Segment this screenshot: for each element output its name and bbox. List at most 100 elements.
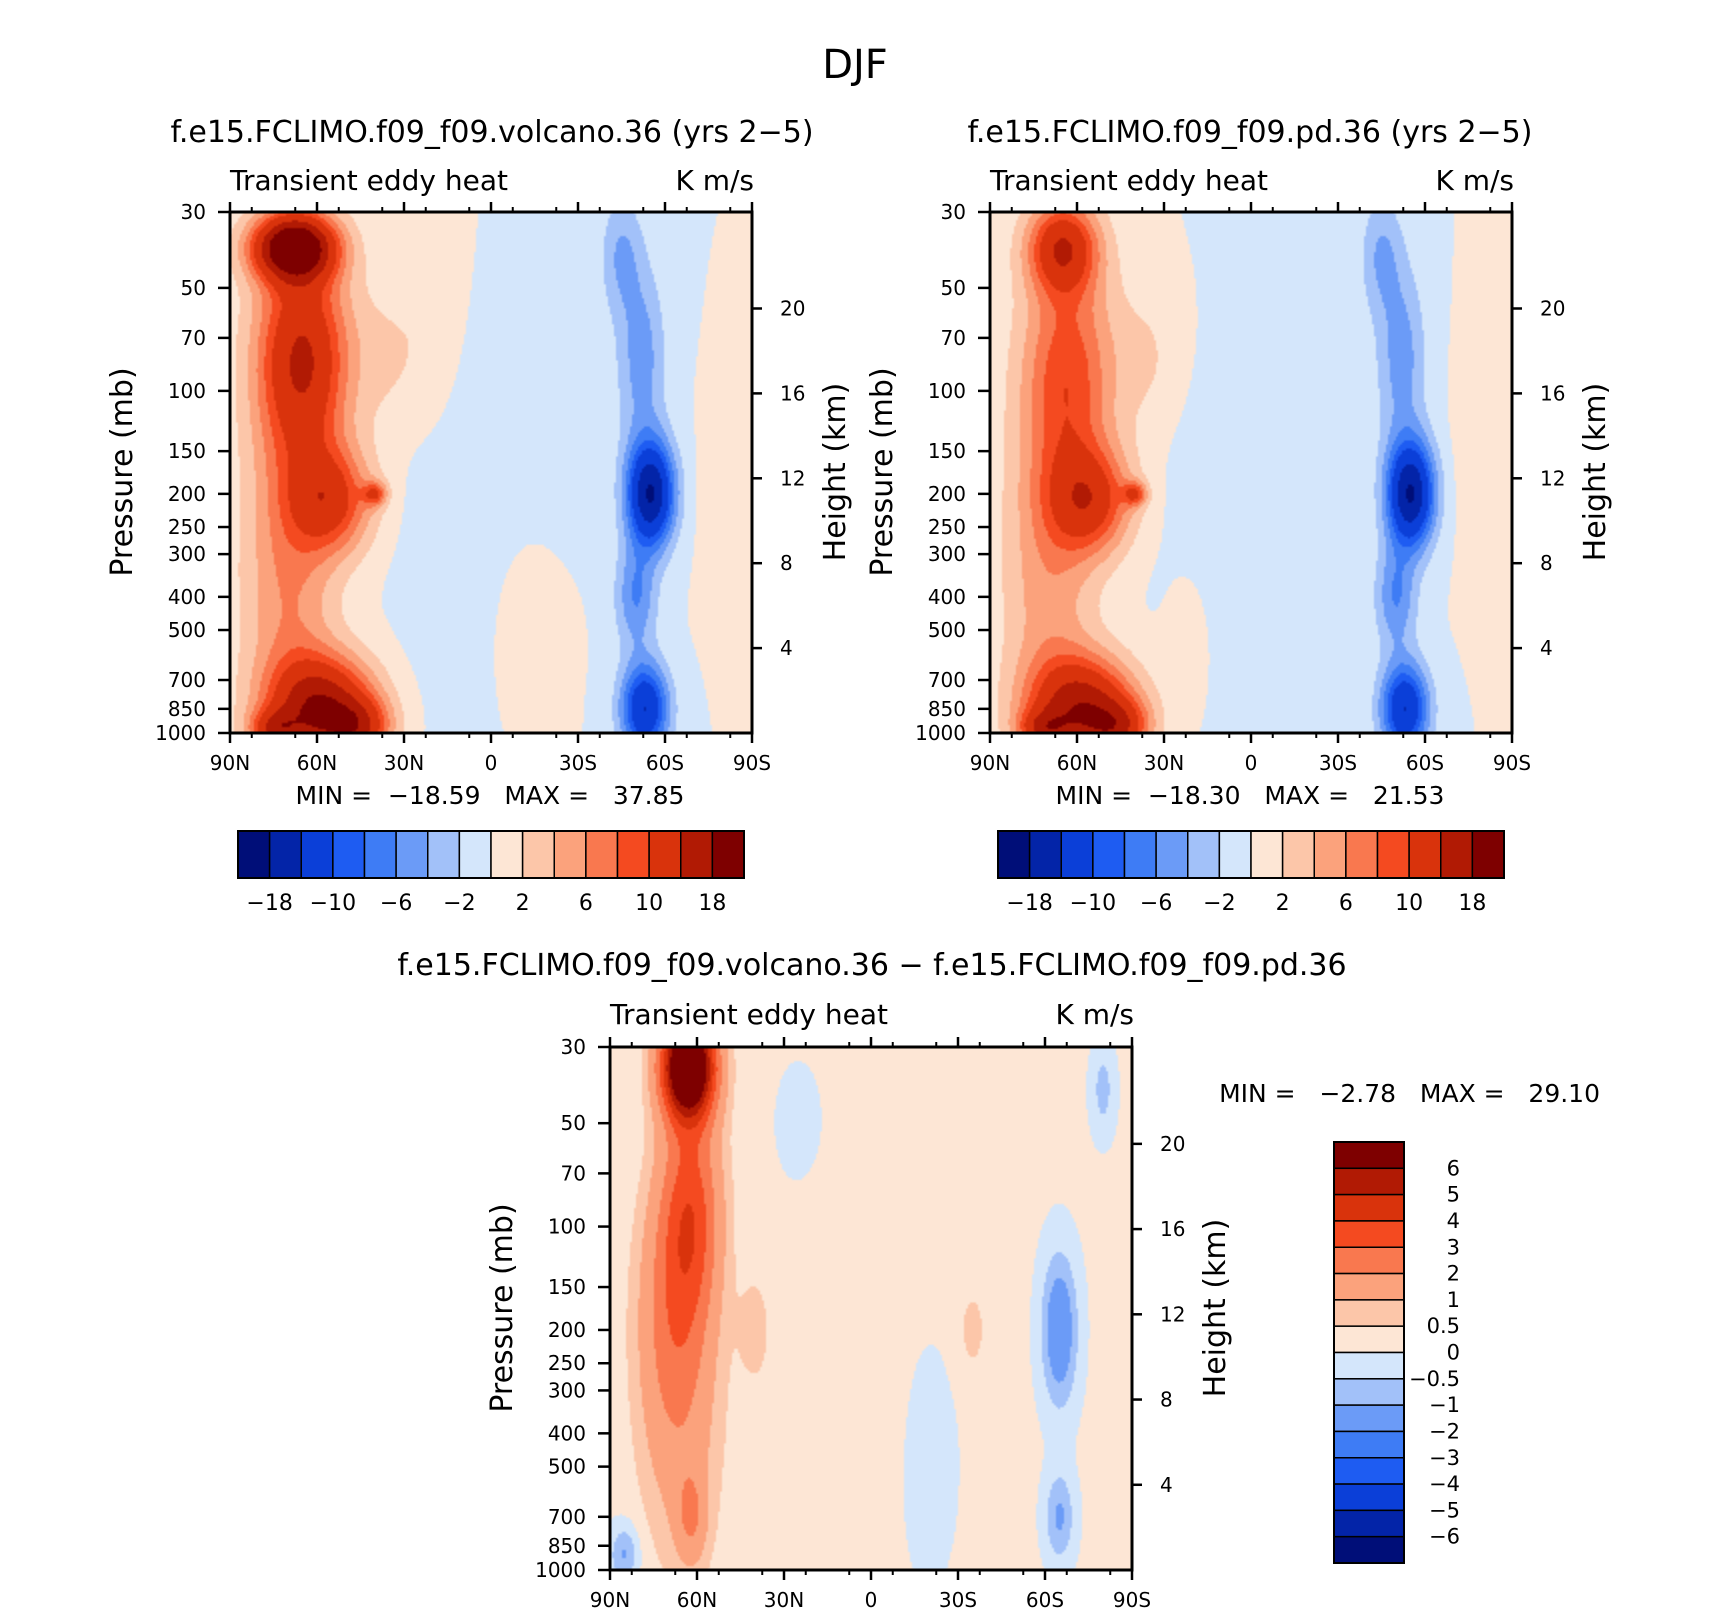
colorbar-label: 0 (1447, 1341, 1460, 1365)
colorbar-label: −5 (1429, 1498, 1460, 1522)
colorbar-box (1333, 1351, 1405, 1380)
y-tick-label: 70 (181, 326, 206, 350)
colorbar-box (1440, 830, 1474, 879)
colorbar-box (711, 830, 745, 879)
y2-axis-label: Height (km) (1198, 1219, 1233, 1398)
colorbar-box (1092, 830, 1126, 879)
y-tick-label: 200 (928, 482, 966, 506)
y-tick-label: 1000 (915, 721, 966, 745)
figure-title: DJF (822, 42, 888, 88)
colorbar-label: 1 (1447, 1288, 1460, 1312)
colorbar-label: 10 (635, 891, 663, 916)
colorbar-label: −1 (1429, 1393, 1460, 1417)
colorbar-frame (997, 830, 1505, 879)
contour-field (230, 212, 752, 733)
x-tick-label: 60S (1026, 1588, 1064, 1611)
colorbar-box (1333, 1535, 1405, 1564)
colorbar-box (427, 830, 461, 879)
y-axis-label: Pressure (mb) (485, 1203, 520, 1412)
units-label: K m/s (675, 164, 754, 197)
colorbar: −18 −10 −6 −2 2 6 10 18 (997, 830, 1505, 916)
y2-tick-label: 12 (780, 466, 805, 490)
y-tick-label: 300 (548, 1378, 586, 1402)
y2-tick-label: 20 (1540, 296, 1565, 320)
variable-label: Transient eddy heat (989, 164, 1268, 197)
colorbar-label: 6 (1447, 1156, 1460, 1180)
colorbar-box (1333, 1430, 1405, 1459)
y-tick-label: 150 (928, 439, 966, 463)
colorbar-label: −2 (443, 891, 475, 916)
colorbar-box (1333, 1272, 1405, 1301)
y-tick-label: 850 (168, 697, 206, 721)
colorbar-label: 10 (1395, 891, 1423, 916)
x-tick-label: 90S (1493, 751, 1531, 775)
colorbar-box (1333, 1509, 1405, 1538)
colorbar-label: 2 (1447, 1262, 1460, 1286)
colorbar-label: −10 (1070, 891, 1116, 916)
y-tick-label: 250 (928, 515, 966, 539)
colorbar-frame (1333, 1141, 1405, 1564)
y2-tick-label: 8 (780, 551, 793, 575)
colorbar-label: −4 (1429, 1472, 1460, 1496)
panel-pd: f.e15.FCLIMO.f09_f09.pd.36 (yrs 2−5) Tra… (865, 115, 1613, 916)
stats-text: MIN = −18.59 MAX = 37.85 (296, 781, 685, 810)
colorbar-box (268, 830, 302, 879)
panel-title: f.e15.FCLIMO.f09_f09.volcano.36 − f.e15.… (397, 948, 1346, 983)
y-tick-label: 50 (941, 276, 966, 300)
y-tick-label: 150 (548, 1275, 586, 1299)
colorbar-box (648, 830, 682, 879)
y-tick-label: 250 (168, 515, 206, 539)
colorbar-box (1218, 830, 1252, 879)
colorbar-box (1155, 830, 1189, 879)
colorbar-label: 6 (1339, 891, 1353, 916)
x-tick-label: 30S (939, 1588, 977, 1611)
colorbar-box (490, 830, 524, 879)
x-tick-label: 0 (1245, 751, 1258, 775)
y-tick-label: 850 (548, 1534, 586, 1558)
panel-title: f.e15.FCLIMO.f09_f09.pd.36 (yrs 2−5) (968, 115, 1533, 150)
colorbar-box (1281, 830, 1315, 879)
x-tick-label: 90S (1113, 1588, 1151, 1611)
colorbar-box (521, 830, 555, 879)
axes: 90N 60N 30N 0 30S 60S 90S 30 50 70 100 150 200 250 300… (155, 200, 805, 775)
colorbar-box (1333, 1483, 1405, 1512)
y-tick-label: 50 (181, 276, 206, 300)
colorbar-box (1333, 1325, 1405, 1354)
colorbar-label: 2 (516, 891, 530, 916)
colorbar-box (300, 830, 334, 879)
colorbar-label: −0.5 (1409, 1367, 1460, 1391)
panel-volcano: f.e15.FCLIMO.f09_f09.volcano.36 (yrs 2−5… (105, 115, 853, 916)
variable-label: Transient eddy heat (229, 164, 508, 197)
y-tick-label: 400 (928, 585, 966, 609)
y2-tick-label: 4 (1160, 1473, 1173, 1497)
x-tick-label: 30N (1144, 751, 1184, 775)
colorbar-label: −6 (1429, 1525, 1460, 1549)
y2-tick-label: 16 (1160, 1217, 1185, 1241)
y2-tick-label: 12 (1160, 1302, 1185, 1326)
y2-tick-label: 16 (780, 381, 805, 405)
y-tick-label: 100 (548, 1215, 586, 1239)
x-tick-label: 60N (297, 751, 337, 775)
colorbar: −18 −10 −6 −2 2 6 10 18 (237, 830, 745, 916)
colorbar-box (332, 830, 366, 879)
colorbar-box (1376, 830, 1410, 879)
x-tick-label: 60N (677, 1588, 717, 1611)
colorbar-label: 6 (579, 891, 593, 916)
y-tick-label: 50 (561, 1111, 586, 1135)
colorbar-box (997, 830, 1031, 879)
x-tick-label: 60S (1406, 751, 1444, 775)
y-tick-label: 70 (561, 1161, 586, 1185)
x-tick-label: 30S (559, 751, 597, 775)
stats-text: MIN = −2.78 MAX = 29.10 (1219, 1079, 1600, 1108)
x-tick-label: 90N (210, 751, 250, 775)
y-axis-label: Pressure (mb) (105, 367, 140, 576)
colorbar-label: −6 (1140, 891, 1172, 916)
colorbar-box (616, 830, 650, 879)
colorbar-box (395, 830, 429, 879)
y-tick-label: 100 (928, 379, 966, 403)
colorbar-box (1060, 830, 1094, 879)
y-tick-label: 200 (548, 1318, 586, 1342)
x-tick-label: 0 (865, 1588, 878, 1611)
y-tick-label: 1000 (155, 721, 206, 745)
colorbar-box (363, 830, 397, 879)
